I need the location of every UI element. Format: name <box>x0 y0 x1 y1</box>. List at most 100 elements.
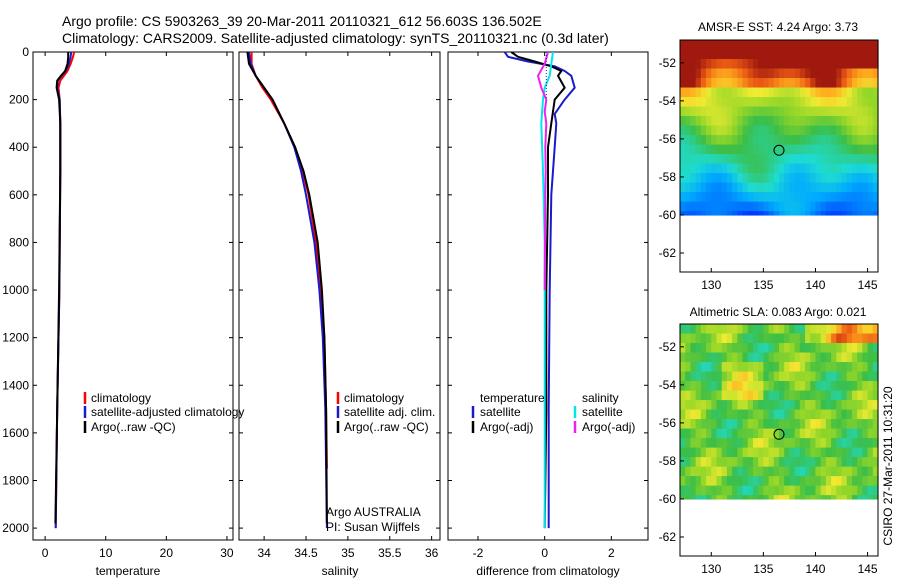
heatmap-cell <box>825 59 832 70</box>
legend-label-argo: Argo(..raw -QC) <box>91 420 176 434</box>
heatmap-cell <box>846 49 853 60</box>
heatmap-cell <box>846 68 853 79</box>
heatmap-cell <box>867 495 874 500</box>
legend-label-satellite-adjusted: satellite-adjusted climatology <box>91 405 244 419</box>
heatmap-cell <box>820 419 827 430</box>
heatmap-cell <box>773 457 780 468</box>
heatmap-cell <box>763 154 770 165</box>
heatmap-cell <box>695 324 702 335</box>
heatmap-cell <box>680 97 686 108</box>
heatmap-cell <box>752 201 759 212</box>
heatmap-cell <box>851 201 858 212</box>
heatmap-cell <box>721 485 728 496</box>
heatmap-cell <box>810 362 817 373</box>
heatmap-cell <box>758 371 764 382</box>
heatmap-cell <box>711 409 718 420</box>
heatmap-cell <box>841 428 848 439</box>
heatmap-cell <box>779 192 785 203</box>
heatmap-cell <box>700 428 707 439</box>
heatmap-cell <box>831 390 837 401</box>
heatmap-cell <box>799 116 806 127</box>
heatmap-cell <box>773 135 780 146</box>
heatmap-cell <box>779 362 785 373</box>
y-tick-label: 1800 <box>2 473 29 487</box>
heatmap-cell <box>752 390 759 401</box>
heatmap-cell <box>742 371 749 382</box>
heatmap-cell <box>794 419 801 430</box>
heatmap-cell <box>747 352 754 363</box>
heatmap-cell <box>711 154 718 165</box>
difference-ticks: -2 0 2 <box>448 51 648 560</box>
heatmap-cell <box>862 40 869 51</box>
heatmap-cell <box>690 381 697 392</box>
heatmap-cell <box>805 476 811 487</box>
heatmap-cell <box>758 381 764 392</box>
heatmap-cell <box>831 97 837 108</box>
heatmap-cell <box>726 116 733 127</box>
heatmap-cell <box>685 352 692 363</box>
heatmap-cell <box>789 154 796 165</box>
y-tick-label: 200 <box>9 93 29 107</box>
heatmap-cell <box>841 163 848 174</box>
heatmap-cell <box>836 40 843 51</box>
heatmap-cell <box>700 97 707 108</box>
heatmap-cell <box>726 106 733 117</box>
heatmap-cell <box>784 173 791 184</box>
heatmap-cell <box>815 78 822 89</box>
heatmap-cell <box>726 495 733 500</box>
heatmap-cell <box>810 419 817 430</box>
heatmap-cell <box>716 324 723 335</box>
heatmap-cell <box>695 106 702 117</box>
heatmap-cell <box>815 59 822 70</box>
sla-map-title: Altimetric SLA: 0.083 Argo: 0.021 <box>690 305 867 319</box>
heatmap-cell <box>794 324 801 335</box>
heatmap-cell <box>711 201 718 212</box>
heatmap-cell <box>820 324 827 335</box>
heatmap-cell <box>841 154 848 165</box>
heatmap-cell <box>805 125 811 136</box>
heatmap-cell <box>732 68 738 79</box>
heatmap-cell <box>758 87 764 98</box>
heatmap-cell <box>711 163 718 174</box>
heatmap-cell <box>680 211 686 216</box>
heatmap-cell <box>706 106 712 117</box>
heatmap-cell <box>789 68 796 79</box>
heatmap-cell <box>700 400 707 411</box>
heatmap-cell <box>784 400 791 411</box>
heatmap-cell <box>857 87 863 98</box>
heatmap-cell <box>690 78 697 89</box>
heatmap-cell <box>742 362 749 373</box>
difference-legend: temperature satellite Argo(-adj) salinit… <box>471 391 635 434</box>
heatmap-cell <box>820 211 827 216</box>
heatmap-cell <box>768 116 775 127</box>
heatmap-cell <box>784 371 791 382</box>
heatmap-cell <box>799 135 806 146</box>
heatmap-cell <box>779 438 785 449</box>
heatmap-cell <box>851 116 858 127</box>
heatmap-cell <box>810 182 817 193</box>
heatmap-cell <box>851 49 858 60</box>
heatmap-cell <box>752 371 759 382</box>
heatmap-cell <box>857 343 863 354</box>
heatmap-cell <box>768 135 775 146</box>
heatmap-cell <box>836 457 843 468</box>
heatmap-cell <box>726 144 733 155</box>
heatmap-cell <box>789 324 796 335</box>
heatmap-cell <box>763 49 770 60</box>
heatmap-cell <box>695 78 702 89</box>
heatmap-cell <box>831 400 837 411</box>
map-x-tick-label: 140 <box>805 562 825 576</box>
heatmap-cell <box>711 173 718 184</box>
heatmap-cell <box>799 409 806 420</box>
heatmap-cell <box>862 343 869 354</box>
heatmap-cell <box>711 106 718 117</box>
heatmap-cell <box>789 343 796 354</box>
heatmap-cell <box>685 68 692 79</box>
heatmap-cell <box>773 419 780 430</box>
heatmap-cell <box>810 381 817 392</box>
heatmap-cell <box>690 59 697 70</box>
heatmap-cell <box>810 447 817 458</box>
heatmap-cell <box>768 182 775 193</box>
heatmap-cell <box>846 125 853 136</box>
heatmap-cell <box>773 78 780 89</box>
